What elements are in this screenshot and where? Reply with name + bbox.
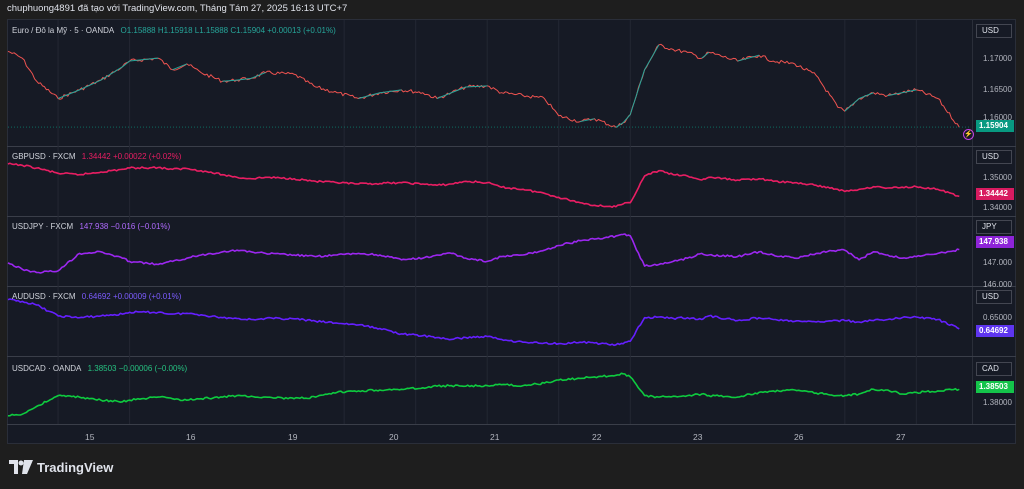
up-segment xyxy=(901,89,917,94)
last-price-tag: 1.34442 xyxy=(976,188,1014,200)
x-tick-label: 26 xyxy=(794,432,804,442)
pane-legend-usdcad[interactable]: USDCAD · OANDA 1.38503 −0.00006 (−0.00%) xyxy=(12,364,187,373)
ohlc-values: O1.15888 H1.15918 L1.15888 C1.15904 +0.0… xyxy=(120,26,336,35)
y-tick-label: 1.16500 xyxy=(983,85,1012,94)
price-scale-divider xyxy=(972,19,973,424)
tradingview-logo-icon xyxy=(9,460,33,474)
symbol-label[interactable]: Euro / Đô la Mỹ · 5 · OANDA xyxy=(12,26,115,35)
x-tick-label: 20 xyxy=(389,432,399,442)
up-segment xyxy=(79,79,102,91)
pane-legend-usdjpy[interactable]: USDJPY · FXCM 147.938 −0.016 (−0.01%) xyxy=(12,222,170,231)
up-segment xyxy=(57,89,80,99)
x-tick-label: 22 xyxy=(592,432,602,442)
series-line-usdjpy xyxy=(7,233,960,274)
up-segment xyxy=(887,92,903,97)
symbol-label[interactable]: GBPUSD · FXCM xyxy=(12,152,76,161)
up-segment xyxy=(129,57,159,62)
last-price-tag: 1.15904 xyxy=(976,120,1014,132)
up-segment xyxy=(858,92,874,99)
ohlc-values: 147.938 −0.016 (−0.01%) xyxy=(79,222,171,231)
chart-frame[interactable] xyxy=(7,19,1016,444)
last-price-tag: 147.938 xyxy=(976,236,1014,248)
pane-separator[interactable] xyxy=(7,146,1016,147)
up-segment xyxy=(379,89,402,94)
pane-separator[interactable] xyxy=(7,356,1016,357)
x-tick-label: 19 xyxy=(288,432,298,442)
pane-legend-audusd[interactable]: AUDUSD · FXCM 0.64692 +0.00009 (+0.01%) xyxy=(12,292,181,301)
x-tick-label: 23 xyxy=(693,432,703,442)
currency-unit-button[interactable]: USD xyxy=(976,24,1012,38)
x-tick-label: 27 xyxy=(896,432,906,442)
logo-text: TradingView xyxy=(37,459,114,475)
series-line-eurusd xyxy=(7,43,960,128)
up-segment xyxy=(629,69,646,115)
currency-unit-button[interactable]: USD xyxy=(976,290,1012,304)
up-segment xyxy=(100,66,123,81)
up-segment xyxy=(358,92,381,99)
y-tick-label: 1.35000 xyxy=(983,173,1012,182)
up-segment xyxy=(644,44,660,70)
x-tick-label: 21 xyxy=(490,432,500,442)
last-price-tag: 1.38503 xyxy=(976,381,1014,393)
series-line-gbpusd xyxy=(7,162,960,208)
tradingview-logo[interactable]: TradingView xyxy=(9,459,113,475)
x-tick-label: 15 xyxy=(85,432,95,442)
last-price-tag: 0.64692 xyxy=(976,325,1014,337)
series-line-audusd xyxy=(7,298,960,347)
up-segment xyxy=(465,85,488,88)
up-segment xyxy=(580,118,595,123)
y-tick-label: 146.000 xyxy=(983,280,1012,289)
up-segment xyxy=(236,77,252,81)
y-tick-label: 1.34000 xyxy=(983,203,1012,212)
up-segment xyxy=(615,122,624,128)
up-segment xyxy=(436,92,452,99)
symbol-label[interactable]: USDJPY · FXCM xyxy=(12,222,74,231)
symbol-label[interactable]: USDCAD · OANDA xyxy=(12,364,82,373)
up-segment xyxy=(122,60,130,68)
y-tick-label: 1.17000 xyxy=(983,54,1012,63)
symbol-label[interactable]: AUDUSD · FXCM xyxy=(12,292,76,301)
y-tick-label: 1.16000 xyxy=(983,113,1012,122)
y-tick-label: 1.38000 xyxy=(983,398,1012,407)
up-segment xyxy=(172,63,187,71)
y-tick-label: 147.000 xyxy=(983,258,1012,267)
pane-legend-gbpusd[interactable]: GBPUSD · FXCM 1.34442 +0.00022 (+0.02%) xyxy=(12,152,181,161)
currency-unit-button[interactable]: CAD xyxy=(976,362,1012,376)
up-segment xyxy=(701,52,710,59)
currency-unit-button[interactable]: JPY xyxy=(976,220,1012,234)
pane-legend-eurusd[interactable]: Euro / Đô la Mỹ · 5 · OANDA O1.15888 H1.… xyxy=(12,26,336,35)
series-line-usdcad xyxy=(7,372,960,417)
chart-caption: chuphuong4891 đã tạo với TradingView.com… xyxy=(7,3,348,14)
up-segment xyxy=(250,72,266,79)
up-segment xyxy=(451,86,466,94)
currency-unit-button[interactable]: USD xyxy=(976,150,1012,164)
time-axis-separator xyxy=(7,424,1016,425)
up-segment xyxy=(622,114,631,124)
alert-lightning-icon[interactable]: ⚡ xyxy=(963,129,974,140)
ohlc-values: 0.64692 +0.00009 (+0.01%) xyxy=(81,292,182,301)
up-segment xyxy=(222,79,237,82)
up-segment xyxy=(844,98,860,112)
ohlc-values: 1.34442 +0.00022 (+0.02%) xyxy=(81,152,182,161)
ohlc-values: 1.38503 −0.00006 (−0.00%) xyxy=(87,364,188,373)
y-tick-label: 0.65000 xyxy=(983,313,1012,322)
pane-separator[interactable] xyxy=(7,216,1016,217)
x-tick-label: 16 xyxy=(186,432,196,442)
pane-separator[interactable] xyxy=(7,286,1016,287)
up-segment xyxy=(737,54,760,62)
